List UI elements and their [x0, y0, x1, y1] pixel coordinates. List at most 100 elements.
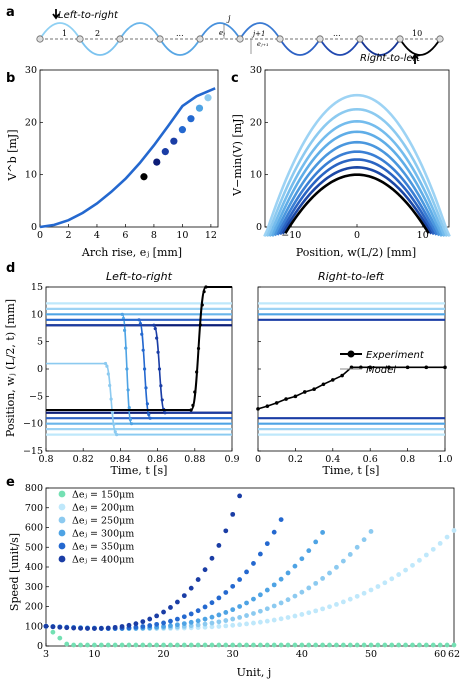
chart-e-xlabel: Unit, j	[237, 666, 272, 679]
chart-e-point	[451, 528, 457, 533]
chart-d-left-point	[148, 416, 152, 420]
panel-e-label: e	[6, 475, 15, 490]
arch-joint	[156, 35, 164, 43]
chart-d-right-point	[349, 365, 354, 370]
chart-b-ylabel: V^b [mJ]	[6, 129, 19, 181]
chart-e-point	[195, 622, 201, 628]
chart-d-left-point	[198, 323, 202, 327]
chart-e-point	[292, 563, 298, 569]
chart-d-right-point	[443, 365, 447, 370]
left-to-right-label: Left-to-right	[58, 10, 119, 21]
chart-d-left-point	[124, 346, 128, 350]
chart-e-point	[209, 600, 215, 606]
chart-d-right-point	[256, 407, 260, 411]
chart-d-right: 0 0.2 0.4 0.6 0.8 1.0	[255, 286, 453, 465]
chart-e-point	[306, 548, 312, 554]
chart-d-left-point	[103, 361, 108, 366]
chart-e-point	[278, 517, 284, 522]
chart-e-legend-label: Δeⱼ = 200μm	[72, 503, 134, 514]
unit-10-label: 10	[412, 29, 422, 38]
chart-e-point	[361, 642, 367, 648]
chart-d-left-frame	[45, 286, 233, 452]
chart-d-right-xtick-label: 0.4	[325, 454, 340, 465]
chart-b-marker	[187, 115, 195, 123]
chart-e-point	[354, 593, 360, 599]
chart-e-point	[251, 611, 256, 616]
chart-e-ytick-label: 400	[25, 562, 43, 573]
chart-e-point	[244, 613, 249, 618]
chart-e-xtick-label: 20	[158, 649, 170, 660]
chart-e-point	[181, 593, 187, 599]
chart-e-point	[340, 642, 346, 648]
chart-e-point	[306, 585, 312, 591]
arch-6	[239, 22, 281, 40]
chart-d-left-xtick-label: 0.84	[110, 454, 131, 465]
arch-joint	[116, 35, 124, 43]
chart-e-point	[64, 625, 70, 631]
chart-b-xtick-label: 12	[205, 230, 217, 241]
chart-d-right-point	[312, 387, 316, 392]
chart-d-right-point	[424, 365, 429, 370]
dots-1-label: ...	[176, 29, 184, 38]
chart-e-point	[161, 642, 166, 648]
chart-e-point	[168, 605, 173, 610]
chart-e-point	[423, 552, 429, 558]
chart-d-right-point	[387, 365, 391, 370]
chart-e-point	[168, 623, 173, 629]
chart-b-ytick-label: 10	[25, 170, 37, 181]
chart-e-point	[354, 642, 360, 648]
chart-d-left-point	[204, 285, 208, 289]
chart-e-point	[223, 528, 229, 534]
chart-d-right-title: Right-to-left	[318, 270, 385, 283]
legend-model: Model	[366, 365, 396, 376]
chart-e-point	[119, 624, 125, 629]
chart-e-point	[327, 570, 332, 576]
chart-e-point	[417, 642, 422, 648]
chart-d-right-xtick-label: 0.2	[288, 454, 303, 465]
chart-e-point	[71, 625, 77, 631]
chart-e-ytick-label: 700	[25, 503, 43, 514]
chart-e-point	[223, 623, 229, 629]
chart-e-point	[313, 580, 319, 586]
chart-e-point	[209, 624, 215, 630]
chart-c-curve	[271, 130, 443, 237]
chart-e-point	[147, 616, 153, 622]
chart-d-right-experiment	[257, 366, 445, 410]
chart-d-left-point	[153, 326, 157, 331]
chart-c-xlabel: Position, w(L/2) [mm]	[296, 246, 416, 259]
chart-e-point	[410, 562, 415, 568]
arch-8	[319, 38, 361, 56]
chart-d-left-point	[122, 328, 127, 332]
chart-e-point	[285, 615, 291, 620]
chart-d-right-point	[284, 397, 288, 401]
chart-e-ytick-label: 100	[25, 621, 43, 632]
chart-e-point	[264, 541, 270, 547]
chart-d-left-xtick-label: 0.82	[73, 454, 94, 465]
chart-e-point	[174, 599, 180, 605]
chart-e-point	[195, 577, 201, 582]
chart-c-xtick-label: 0	[354, 230, 360, 241]
chart-e-xtick-label: 50	[365, 649, 377, 660]
chart-d-left-point	[125, 367, 129, 371]
chart-d-left-ytick-label: 15	[31, 282, 43, 293]
panel-c-label: c	[231, 71, 239, 86]
chart-e-point	[244, 642, 249, 648]
chart-e-ytick-label: 300	[25, 582, 43, 593]
chart-d-left-point	[108, 383, 112, 388]
chart-e-point	[237, 642, 243, 648]
chart-d-left: 0.8 0.82 0.84 0.86 0.88 0.9 −15 −10 −5 0 5 10 15	[23, 282, 240, 465]
chart-e-point	[430, 546, 436, 552]
chart-e-point	[347, 642, 353, 648]
chart-c-curve	[276, 150, 438, 236]
chart-e-point	[209, 642, 215, 648]
chart-e-point	[71, 642, 77, 648]
chart-e-point	[306, 642, 312, 648]
chart-d-left-point	[128, 417, 132, 422]
chart-e-point	[257, 551, 263, 557]
chart-e-point	[264, 606, 270, 612]
chart-e-point	[202, 567, 208, 573]
chart-c-ylabel: V−min(V) [mJ]	[231, 114, 244, 197]
chart-e-legend-label: Δeⱼ = 150μm	[72, 490, 134, 501]
chart-e-xtick-label: 62	[448, 649, 460, 660]
chart-b-xtick-label: 2	[65, 230, 71, 241]
